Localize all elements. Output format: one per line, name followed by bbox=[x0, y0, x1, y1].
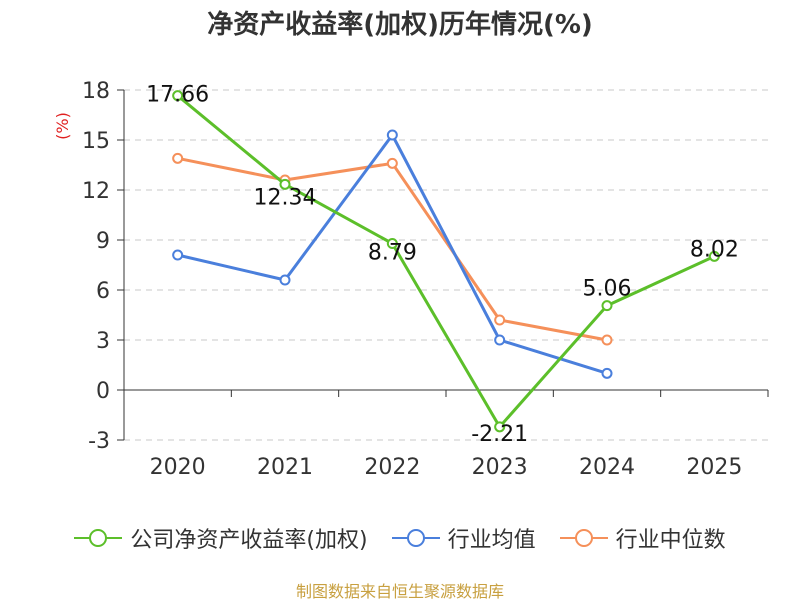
y-tick-label: 18 bbox=[82, 79, 110, 104]
y-tick-label: 0 bbox=[96, 379, 110, 404]
data-point bbox=[386, 129, 398, 141]
x-tick-label: 2023 bbox=[472, 455, 528, 480]
data-label: 17.66 bbox=[146, 83, 209, 108]
data-point bbox=[172, 152, 184, 164]
legend-marker-company-icon bbox=[74, 529, 123, 547]
legend-item-company[interactable]: 公司净资产收益率(加权) bbox=[74, 522, 368, 554]
y-axis-label: (%) bbox=[53, 112, 72, 140]
data-source-note: 制图数据来自恒生聚源数据库 bbox=[295, 582, 504, 601]
legend-label-industry-mean: 行业均值 bbox=[447, 528, 536, 553]
data-point bbox=[601, 300, 613, 312]
data-point bbox=[386, 238, 398, 249]
data-point bbox=[279, 178, 291, 190]
y-tick-label: 3 bbox=[96, 329, 110, 354]
x-tick-label: 2020 bbox=[150, 455, 206, 480]
data-point bbox=[279, 274, 291, 286]
chart-title: 净资产收益率(加权)历年情况(%) bbox=[207, 10, 593, 40]
data-label: 8.79 bbox=[368, 241, 417, 266]
legend-item-industry-mean[interactable]: 行业均值 bbox=[391, 522, 536, 554]
data-point bbox=[386, 157, 398, 169]
x-tick-label: 2025 bbox=[686, 455, 742, 480]
legend-item-industry-median[interactable]: 行业中位数 bbox=[559, 522, 726, 554]
legend-label-industry-median: 行业中位数 bbox=[615, 528, 726, 553]
legend-marker-industry-mean-icon bbox=[391, 529, 440, 547]
data-label: 12.34 bbox=[254, 185, 317, 210]
x-tick-label: 2024 bbox=[579, 455, 635, 480]
data-point bbox=[172, 249, 184, 261]
data-label: -2.21 bbox=[471, 422, 528, 447]
y-tick-label: 9 bbox=[96, 229, 110, 254]
data-point bbox=[494, 334, 506, 346]
data-label: 5.06 bbox=[583, 277, 632, 302]
data-point bbox=[601, 367, 613, 379]
y-tick-label: 6 bbox=[96, 279, 110, 304]
y-tick-label: 15 bbox=[82, 129, 110, 154]
data-point bbox=[172, 90, 184, 102]
y-tick-label: 12 bbox=[82, 179, 110, 204]
data-point bbox=[494, 314, 506, 326]
legend: 公司净资产收益率(加权) 行业均值 行业中位数 bbox=[0, 520, 800, 556]
legend-marker-industry-median-icon bbox=[559, 529, 608, 547]
data-point bbox=[708, 250, 720, 262]
data-point bbox=[601, 334, 613, 346]
data-point bbox=[494, 421, 506, 433]
legend-label-company: 公司净资产收益率(加权) bbox=[130, 528, 368, 553]
x-tick-label: 2022 bbox=[364, 455, 420, 480]
data-label: 8.02 bbox=[690, 237, 739, 262]
series-line bbox=[176, 94, 715, 429]
x-tick-label: 2021 bbox=[257, 455, 313, 480]
y-tick-label: -3 bbox=[88, 429, 110, 454]
